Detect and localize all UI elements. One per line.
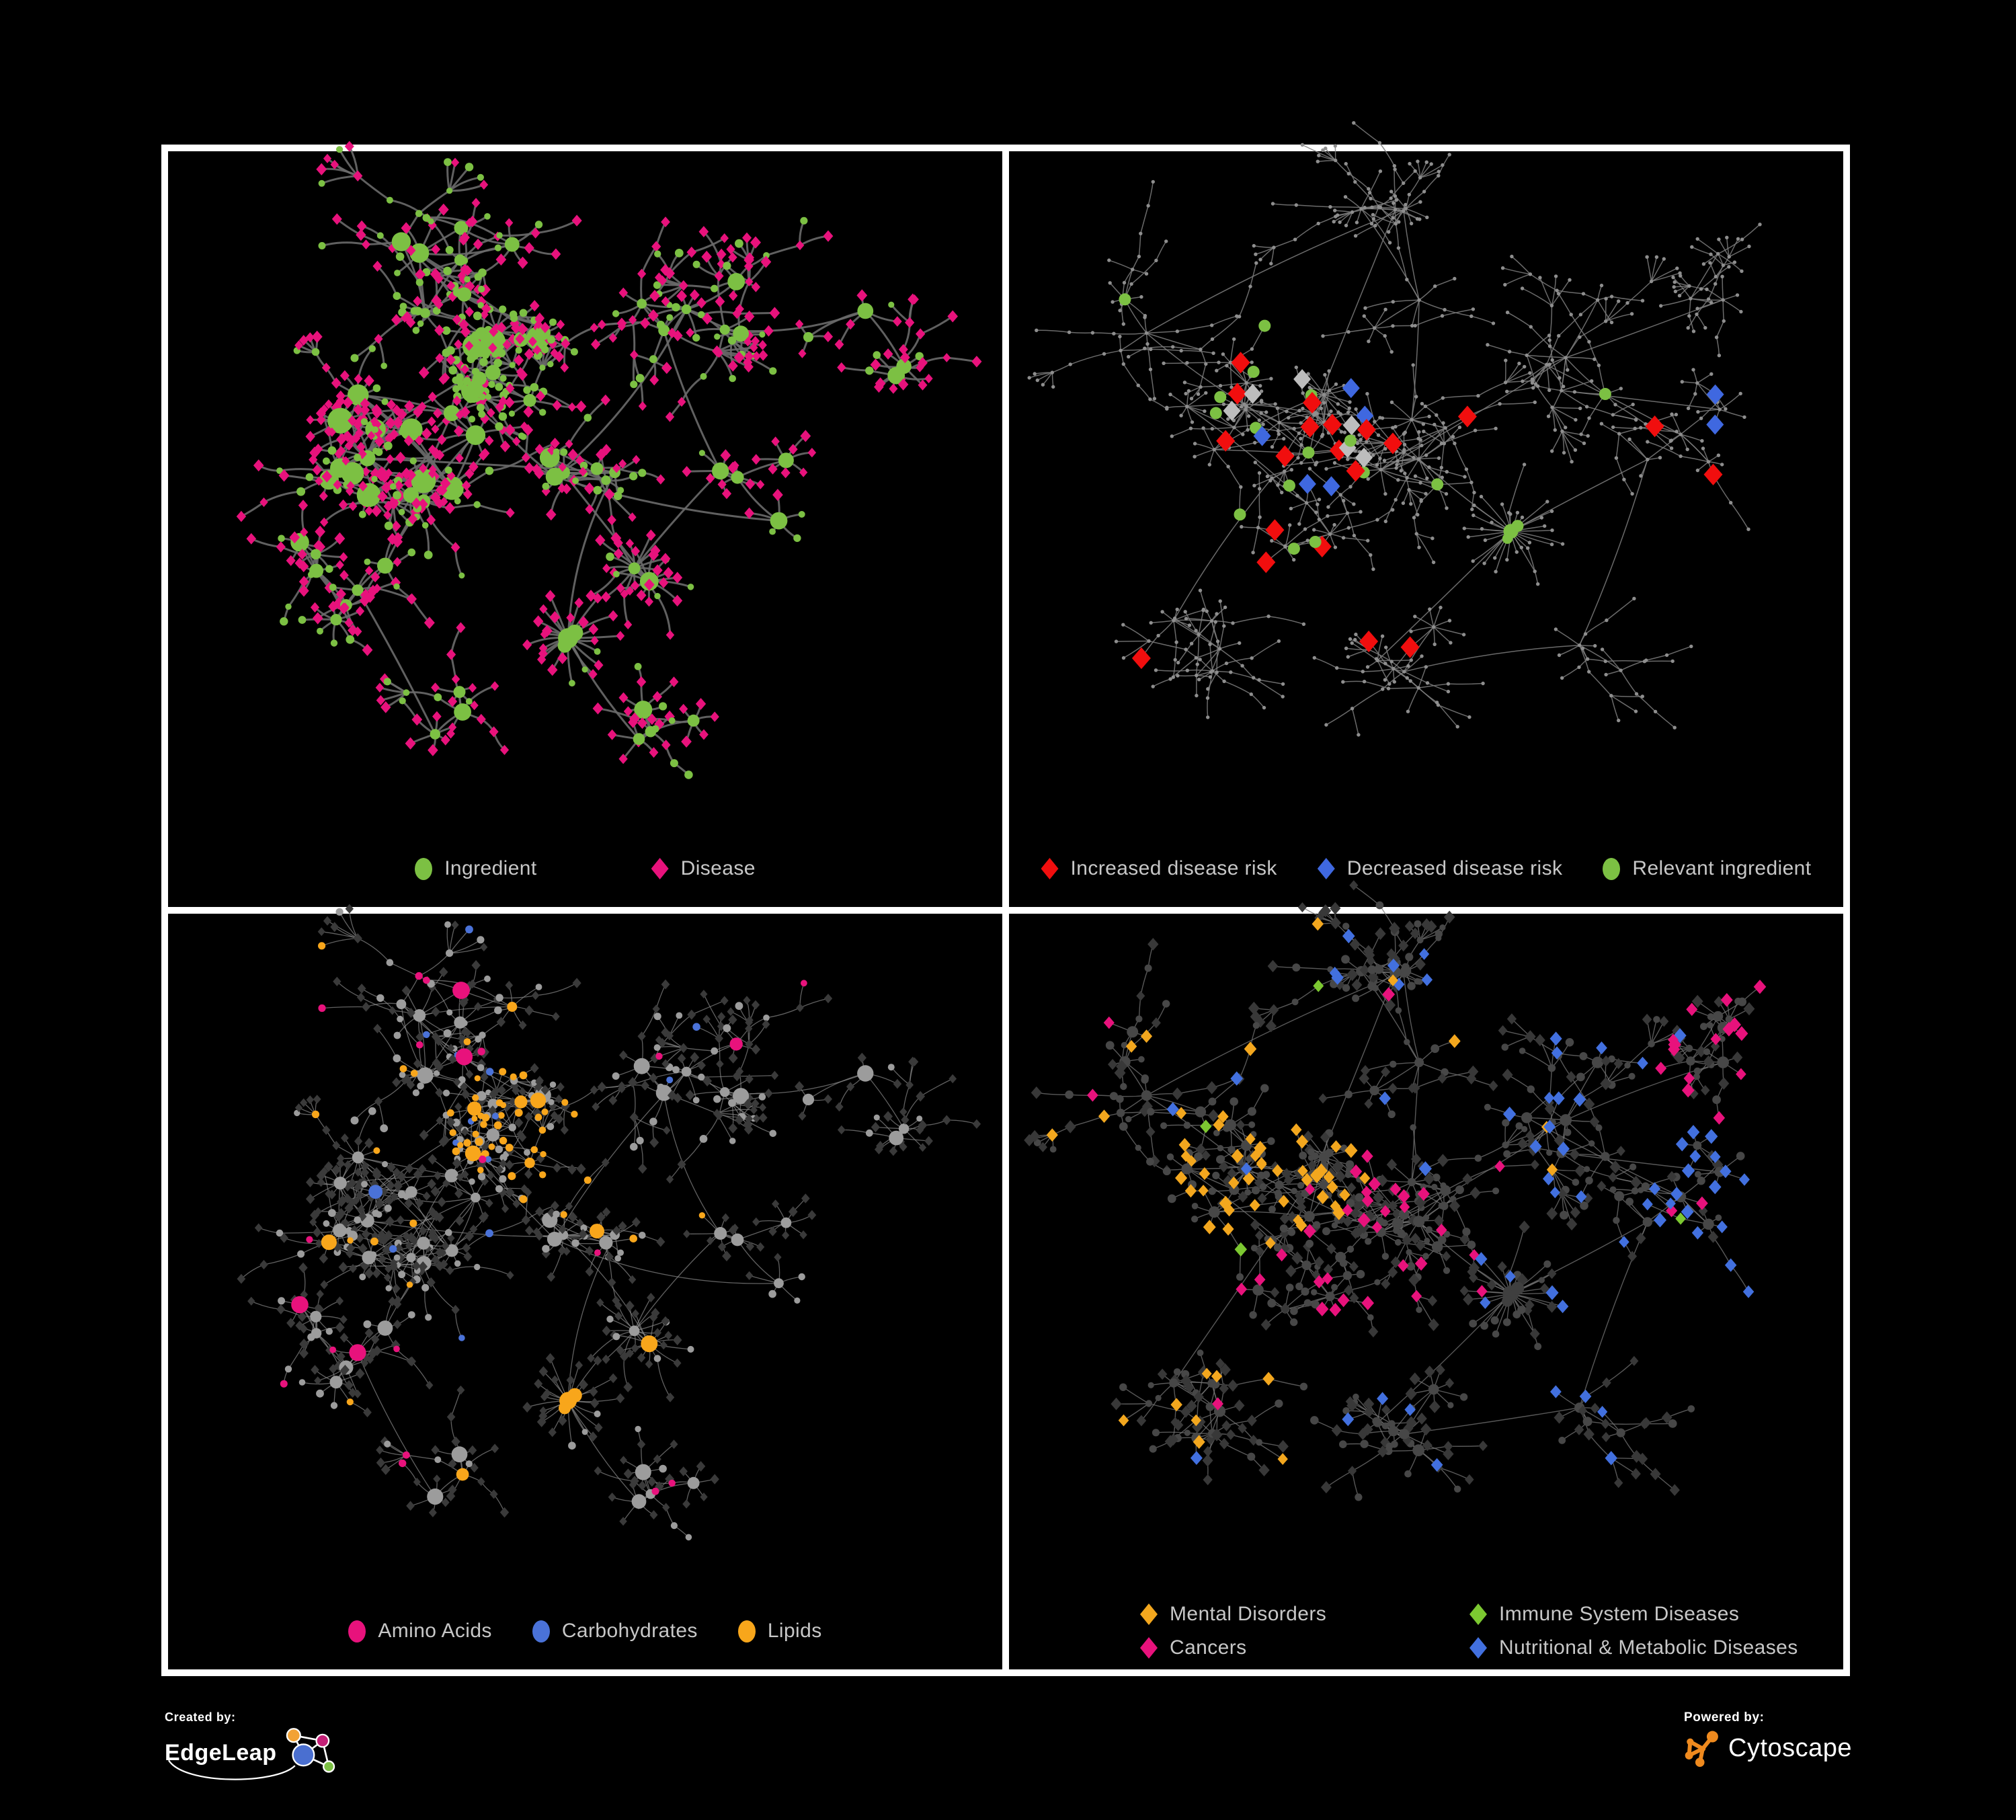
cancers-swatch-icon (1140, 1637, 1158, 1659)
disease-class-network-graph (1024, 880, 1767, 1501)
edgeleap-logo-icon (168, 1728, 335, 1780)
ingredient-disease-network-graph (236, 141, 982, 779)
powered-by-label: Powered by: (1684, 1710, 1765, 1725)
relevant-ingredient-swatch-icon (1603, 857, 1621, 880)
ingredient-swatch-icon (415, 857, 433, 880)
relevant-ingredient-legend-label: Relevant ingredient (1632, 857, 1812, 879)
immune-system-diseases-legend-label: Immune System Diseases (1499, 1603, 1740, 1625)
edgeleap-logo: EdgeLeap (165, 1727, 337, 1780)
panel-ingredient-disease: Ingredient Disease (168, 141, 1002, 907)
mental-disorders-swatch-icon (1140, 1604, 1158, 1625)
legend-item-ingredient: Ingredient (415, 857, 536, 880)
amino-acids-legend-label: Amino Acids (378, 1620, 492, 1642)
increased-risk-legend-label: Increased disease risk (1070, 857, 1277, 879)
legend-item-nutritional-metabolic-diseases: Nutritional & Metabolic Diseases (1469, 1636, 1798, 1659)
legend-item-cancers: Cancers (1140, 1636, 1469, 1659)
carbohydrates-swatch-icon (532, 1620, 550, 1643)
disease-swatch-icon (651, 858, 669, 879)
increased-risk-swatch-icon (1041, 858, 1059, 879)
legend-item-disease: Disease (651, 857, 756, 880)
ingredient-disease-legend: Ingredient Disease (168, 830, 1002, 907)
lipids-swatch-icon (737, 1620, 756, 1643)
lipids-legend-label: Lipids (767, 1620, 822, 1642)
ingredient-legend-label: Ingredient (444, 857, 537, 879)
nutritional-metabolic-legend-label: Nutritional & Metabolic Diseases (1499, 1636, 1798, 1659)
legend-item-immune-system-diseases: Immune System Diseases (1469, 1603, 1798, 1626)
figure-frame: Ingredient Disease Increased disease ris… (161, 121, 1850, 1676)
nutritional-metabolic-swatch-icon (1469, 1637, 1487, 1659)
edgeleap-credit: Created by: EdgeLeap (165, 1710, 337, 1780)
compound-class-network-graph (237, 904, 981, 1541)
immune-system-diseases-swatch-icon (1469, 1604, 1487, 1625)
cancers-legend-label: Cancers (1170, 1636, 1247, 1659)
disease-legend-label: Disease (680, 857, 756, 879)
decreased-risk-legend-label: Decreased disease risk (1346, 857, 1563, 879)
decreased-risk-swatch-icon (1317, 858, 1335, 879)
cytoscape-logo-icon (1685, 1731, 1718, 1767)
carbohydrates-legend-label: Carbohydrates (561, 1620, 698, 1642)
edgeleap-wordmark: EdgeLeap (165, 1739, 277, 1766)
mental-disorders-legend-label: Mental Disorders (1170, 1603, 1327, 1625)
panel-disease-risk: Increased disease risk Decreased disease… (1009, 121, 1843, 907)
cytoscape-wordmark: Cytoscape (1728, 1733, 1853, 1762)
legend-item-increased-risk: Increased disease risk (1041, 857, 1277, 880)
disease-risk-network-graph (1027, 121, 1762, 737)
created-by-label: Created by: (165, 1710, 236, 1724)
disease-risk-legend: Increased disease risk Decreased disease… (1009, 830, 1843, 907)
legend-item-lipids: Lipids (737, 1620, 822, 1643)
amino-acids-swatch-icon (348, 1620, 366, 1643)
compound-class-legend: Amino Acids Carbohydrates Lipids (168, 1593, 1002, 1669)
disease-class-legend: Mental Disorders Immune System Diseases … (1009, 1593, 1843, 1669)
cytoscape-logo: Cytoscape (1684, 1729, 1852, 1767)
legend-item-carbohydrates: Carbohydrates (532, 1620, 698, 1643)
legend-item-decreased-risk: Decreased disease risk (1317, 857, 1563, 880)
legend-item-amino-acids: Amino Acids (348, 1620, 491, 1643)
panel-compound-class: Amino Acids Carbohydrates Lipids (168, 904, 1002, 1669)
cytoscape-credit: Powered by: Cytoscape (1684, 1710, 1852, 1767)
panel-disease-class: Mental Disorders Immune System Diseases … (1009, 880, 1843, 1669)
legend-item-mental-disorders: Mental Disorders (1140, 1603, 1469, 1626)
legend-item-relevant-ingredient: Relevant ingredient (1603, 857, 1811, 880)
